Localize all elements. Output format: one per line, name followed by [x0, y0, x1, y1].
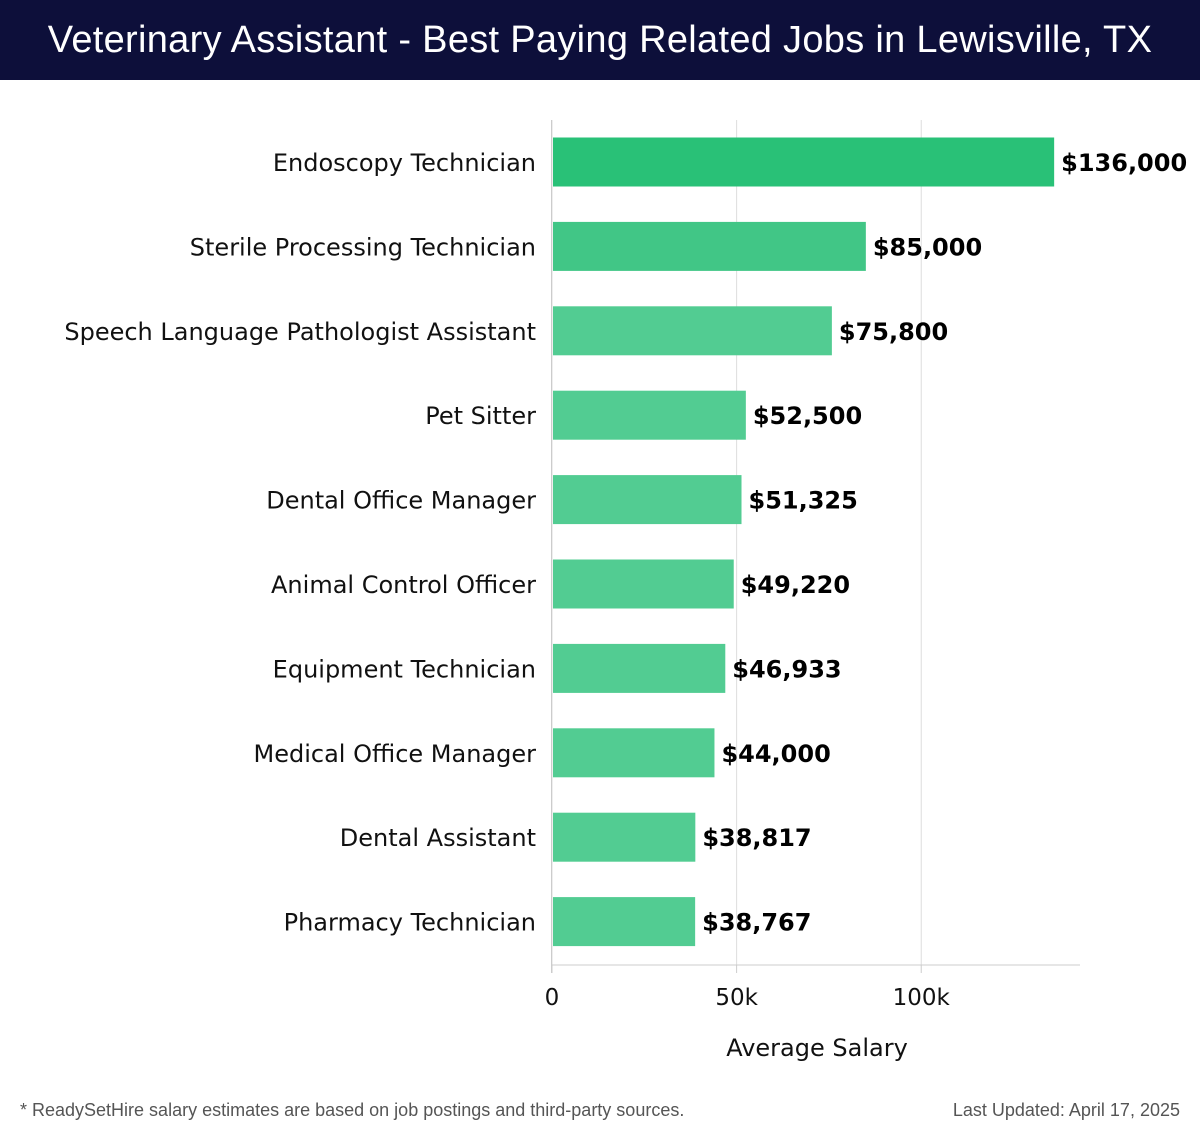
- value-label-9: $38,767: [702, 909, 811, 937]
- value-label-3: $52,500: [753, 402, 862, 430]
- value-label-7: $44,000: [721, 740, 830, 768]
- value-label-2: $75,800: [839, 318, 948, 346]
- bar-8: [553, 812, 696, 862]
- bar-2: [553, 306, 832, 356]
- chart-title: Veterinary Assistant - Best Paying Relat…: [47, 18, 1153, 61]
- value-label-0: $136,000: [1061, 149, 1187, 177]
- salary-bar-chart: 0 50k 100k Average Salary Endoscopy Technic…: [64, 120, 1187, 1062]
- bar-4: [553, 475, 742, 525]
- x-axis-title: Average Salary: [726, 1034, 908, 1062]
- bar-9: [553, 897, 696, 947]
- category-label-7: Medical Office Manager: [254, 740, 537, 768]
- value-label-4: $51,325: [749, 487, 858, 515]
- x-axis: 0 50k 100k Average Salary: [545, 965, 951, 1062]
- x-tick-label-2: 100k: [893, 985, 951, 1011]
- x-tick-label-0: 0: [545, 985, 560, 1011]
- category-label-5: Animal Control Officer: [271, 571, 536, 599]
- category-label-6: Equipment Technician: [273, 655, 536, 683]
- chart-header: Veterinary Assistant - Best Paying Relat…: [0, 0, 1200, 80]
- bar-6: [553, 643, 726, 693]
- bar-1: [553, 221, 866, 271]
- category-label-9: Pharmacy Technician: [284, 909, 536, 937]
- category-label-1: Sterile Processing Technician: [190, 233, 536, 261]
- bars: [553, 137, 1055, 947]
- bar-0: [553, 137, 1055, 187]
- category-label-0: Endoscopy Technician: [273, 149, 536, 177]
- category-label-4: Dental Office Manager: [266, 487, 536, 515]
- value-label-6: $46,933: [732, 655, 841, 683]
- value-label-1: $85,000: [873, 233, 982, 261]
- value-label-5: $49,220: [741, 571, 850, 599]
- category-label-2: Speech Language Pathologist Assistant: [64, 318, 536, 346]
- x-tick-label-1: 50k: [715, 985, 758, 1011]
- bar-3: [553, 390, 746, 440]
- source-footnote: * ReadySetHire salary estimates are base…: [20, 1100, 685, 1120]
- category-label-8: Dental Assistant: [340, 824, 536, 852]
- category-label-3: Pet Sitter: [425, 402, 536, 430]
- value-labels: $136,000 $85,000 $75,800 $52,500 $51,325 $49,…: [702, 149, 1187, 937]
- value-label-8: $38,817: [702, 824, 811, 852]
- bar-7: [553, 728, 715, 778]
- category-labels: Endoscopy Technician Sterile Processing T…: [64, 149, 536, 937]
- last-updated: Last Updated: April 17, 2025: [952, 1100, 1180, 1120]
- bar-5: [553, 559, 734, 609]
